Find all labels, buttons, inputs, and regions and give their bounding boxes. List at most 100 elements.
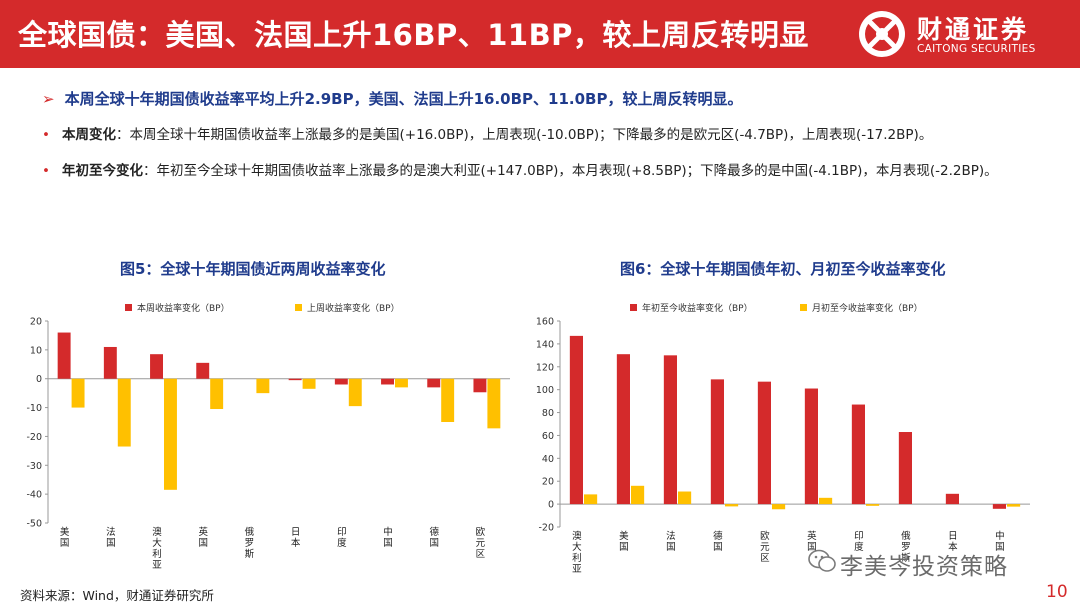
bar-美国-1 <box>631 485 645 505</box>
bar-德国-0 <box>710 379 724 505</box>
y-tick-label: -10 <box>26 403 42 414</box>
y-tick-label: 120 <box>536 362 554 373</box>
bar-澳大利亚-0 <box>569 335 583 505</box>
summary-text: 本周全球十年期国债收益率平均上升2.9BP，美国、法国上升16.0BP、11.0… <box>64 90 743 108</box>
legend-label: 本周收益率变化（BP） <box>137 302 230 314</box>
category-label: 美国 <box>60 526 70 549</box>
y-tick-label: 20 <box>542 477 554 488</box>
legend-label: 月初至今收益率变化（BP） <box>812 302 923 314</box>
category-label: 法国 <box>106 526 116 549</box>
figure6-title: 图6：全球十年期国债年初、月初至今收益率变化 <box>620 260 946 278</box>
category-label: 日本 <box>291 527 301 549</box>
bar-日本-0 <box>945 493 959 505</box>
category-label: 欧元区 <box>476 526 486 560</box>
logo-name-cn: 财通证券 <box>917 15 1030 44</box>
category-label: 印度 <box>337 526 347 549</box>
y-tick-label: 10 <box>30 345 42 356</box>
category-label: 俄罗斯 <box>901 530 911 564</box>
bullet-text: ：年初至今全球十年期国债收益率上涨最多的是澳大利亚(+147.0BP)，本月表现… <box>143 163 998 179</box>
bar-法国-1 <box>678 491 692 505</box>
bullet-dot-icon: • <box>42 163 50 179</box>
bar-法国-1 <box>117 378 131 447</box>
category-label: 德国 <box>429 526 439 549</box>
y-tick-label: 0 <box>36 374 42 385</box>
bar-印度-1 <box>866 504 880 506</box>
source-note: 资料来源：Wind，财通证券研究所 <box>20 588 214 603</box>
bar-中国-1 <box>395 378 408 388</box>
bar-欧元区-1 <box>487 378 501 429</box>
page-title: 全球国债：美国、法国上升16BP、11BP，较上周反转明显 <box>18 18 809 52</box>
summary-line: ➢ 本周全球十年期国债收益率平均上升2.9BP，美国、法国上升16.0BP、11.… <box>42 88 742 109</box>
bar-俄罗斯-1 <box>256 378 270 394</box>
category-label: 中国 <box>995 530 1005 553</box>
category-label: 澳大利亚 <box>572 530 582 575</box>
bullet-ytd: • 年初至今变化：年初至今全球十年期国债收益率上涨最多的是澳大利亚(+147.0… <box>42 160 1052 183</box>
bullet-dot-icon: • <box>42 127 50 143</box>
bar-印度-0 <box>851 404 865 505</box>
y-tick-label: 60 <box>542 431 554 442</box>
logo-name-en: CAITONG SECURITIES <box>917 43 1036 55</box>
bar-印度-0 <box>334 378 348 385</box>
bar-法国-0 <box>663 355 677 505</box>
watermark-text: 李美岑投资策略 <box>840 554 1008 580</box>
caitong-logo: 财通证券 CAITONG SECURITIES <box>855 8 1055 60</box>
chart-yield-ytd-mtd: 160 140 120 100 80 60 40 20 0 -20 澳大利亚 美国 法国 德国 欧元区 英国 印… <box>536 302 1030 575</box>
figure5-title: 图5：全球十年期国债近两周收益率变化 <box>120 260 386 278</box>
y-tick-label: -50 <box>26 519 42 530</box>
legend-swatch <box>125 304 132 311</box>
y-tick-label: 0 <box>548 500 554 511</box>
legend-label: 年初至今收益率变化（BP） <box>642 302 753 314</box>
y-tick-label: 40 <box>542 454 554 465</box>
y-tick-label: 160 <box>536 317 554 328</box>
y-tick-label: 100 <box>536 385 554 396</box>
arrow-icon: ➢ <box>42 90 55 108</box>
y-tick-label: 140 <box>536 339 554 350</box>
wechat-icon <box>808 549 836 572</box>
bar-中国-0 <box>381 378 394 385</box>
page-number: 10 <box>1046 582 1068 602</box>
bar-英国-0 <box>196 362 210 379</box>
chart-yield-two-weeks: 20 10 0 -10 -20 -30 -40 -50 美国 法国 澳大利亚 英国 俄罗斯 日本 印度 中国 德… <box>26 302 510 571</box>
category-label: 英国 <box>198 526 208 549</box>
bar-俄罗斯-0 <box>898 432 912 505</box>
bar-德国-1 <box>725 504 739 507</box>
legend-label: 上周收益率变化（BP） <box>307 302 400 314</box>
bar-英国-1 <box>819 497 833 505</box>
bullet-label: 本周变化 <box>62 127 116 143</box>
category-label: 俄罗斯 <box>245 526 255 560</box>
category-label: 印度 <box>854 530 864 553</box>
category-label: 日本 <box>948 531 958 553</box>
bar-日本-0 <box>288 378 302 381</box>
category-label: 美国 <box>619 530 629 553</box>
bullet-weekly: • 本周变化：本周全球十年期国债收益率上涨最多的是美国(+16.0BP)，上周表… <box>42 124 1052 147</box>
bar-印度-1 <box>348 378 362 407</box>
y-tick-label: 20 <box>30 317 42 328</box>
y-tick-label: -30 <box>26 461 42 472</box>
bar-美国-0 <box>57 332 71 379</box>
category-label: 欧元区 <box>760 530 770 564</box>
header-bar: 全球国债：美国、法国上升16BP、11BP，较上周反转明显 财通证券 CAITO… <box>0 0 1080 68</box>
bar-德国-1 <box>441 378 455 422</box>
bar-英国-1 <box>210 378 224 410</box>
bar-美国-0 <box>616 354 630 505</box>
bar-法国-0 <box>103 346 117 379</box>
bar-澳大利亚-1 <box>584 494 598 505</box>
bar-英国-0 <box>804 388 818 505</box>
bullet-text: ：本周全球十年期国债收益率上涨最多的是美国(+16.0BP)，上周表现(-10.… <box>116 127 933 143</box>
caitong-logo-icon <box>859 11 905 57</box>
y-tick-label: -40 <box>26 490 42 501</box>
category-label: 英国 <box>807 530 817 553</box>
bar-欧元区-1 <box>772 504 786 510</box>
bar-德国-0 <box>427 378 441 388</box>
bar-日本-1 <box>302 378 316 389</box>
bar-澳大利亚-0 <box>150 354 163 379</box>
legend-swatch <box>800 304 807 311</box>
category-label: 澳大利亚 <box>152 526 162 571</box>
category-label: 中国 <box>383 526 393 549</box>
category-label: 德国 <box>713 530 723 553</box>
bar-澳大利亚-1 <box>164 378 177 490</box>
category-label: 法国 <box>666 530 676 553</box>
bullet-label: 年初至今变化 <box>62 163 143 179</box>
bar-中国-1 <box>1007 504 1021 507</box>
y-tick-label: 80 <box>542 408 554 419</box>
